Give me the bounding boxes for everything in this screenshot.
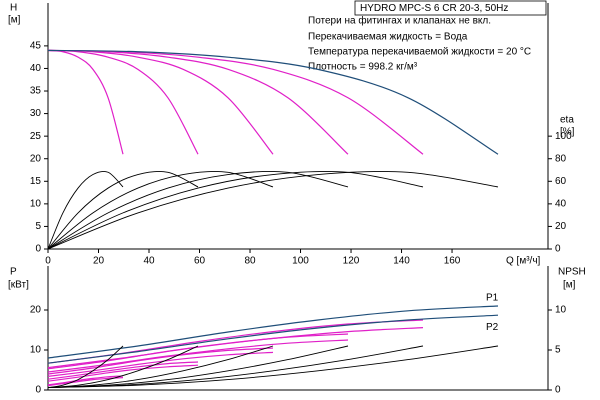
y2-tick-label: 40 [555,199,567,210]
curve [47,345,199,389]
y-tick-label: 10 [30,199,42,210]
y-tick-label: 30 [30,108,42,119]
y-tick-label: 20 [30,305,42,316]
y2-tick-label: 0 [555,244,561,255]
x-tick-label: 0 [45,256,51,267]
x-tick-label: 160 [444,256,461,267]
y-unit: [м] [8,15,21,26]
curve [47,351,274,377]
x-tick-label: 140 [393,256,410,267]
x-tick-label: 40 [143,256,155,267]
curve [47,170,199,250]
curve [47,339,349,373]
y2-tick-label: 80 [555,153,567,164]
curve [47,345,499,389]
y-tick-label: 20 [30,153,42,164]
title-box [354,0,547,16]
curve [47,170,349,250]
curve [47,327,424,369]
curve [47,345,349,389]
x-tick-label: 20 [93,256,105,267]
curve [47,333,349,370]
y-tick-label: 45 [30,41,42,52]
curve [47,314,499,364]
y-label: H [10,3,17,14]
curve [47,305,499,359]
curve [47,170,424,250]
curve [47,377,124,387]
curve [47,364,199,382]
curve [47,347,274,375]
x-label: Q [м³/ч] [506,256,541,267]
y2-tick-label: 10 [555,305,567,316]
y2-unit: [м] [563,280,576,291]
y-label: P [10,267,17,278]
chart-title: HYDRO MPC-S 6 CR 20-3, 50Hz [360,3,508,14]
annotation: Перекачиваемая жидкость = Вода [308,32,468,43]
curve [47,345,274,389]
annotation: Плотность = 998.2 кг/м³ [308,62,418,73]
curve [47,170,499,250]
x-tick-label: 80 [244,256,256,267]
y-tick-label: 15 [30,176,42,187]
y2-tick-label: 5 [555,345,561,356]
curve [47,49,499,155]
annotation: Температура перекачиваемой жидкости = 20… [308,47,531,58]
curve [47,345,124,389]
y2-tick-label: 0 [555,385,561,396]
y-tick-label: 10 [30,345,42,356]
y2-tick-label: 20 [555,221,567,232]
series-label: P2 [486,322,499,333]
x-tick-label: 60 [194,256,206,267]
y2-tick-label: 60 [555,176,567,187]
y-tick-label: 40 [30,63,42,74]
y-tick-label: 0 [35,244,41,255]
x-tick-label: 100 [292,256,309,267]
y2-tick-label: 100 [555,131,572,142]
curve [47,170,274,250]
y-unit: [кВт] [8,280,29,291]
y2-label: eta [560,115,574,126]
annotation: Потери на фитингах и клапанах не вкл. [308,15,491,27]
curve [47,375,124,386]
curve [47,170,124,250]
y-tick-label: 0 [35,385,41,396]
curve [47,49,274,155]
y2-label: NPSH [558,267,586,278]
y-tick-label: 25 [30,131,42,142]
y-tick-label: 5 [35,221,41,232]
x-tick-label: 120 [343,256,360,267]
curve [47,361,199,380]
y2-unit: [%] [560,127,575,138]
series-label: P1 [486,293,499,304]
y-tick-label: 35 [30,86,42,97]
curve [47,49,124,155]
